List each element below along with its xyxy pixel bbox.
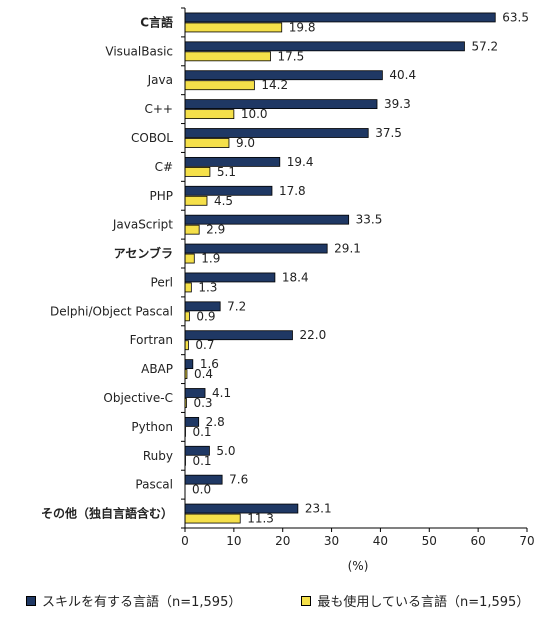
legend-swatch-skill	[26, 595, 36, 606]
bar-most-used	[184, 166, 211, 177]
value-label-skill: 22.0	[299, 328, 326, 342]
value-label-skill: 29.1	[334, 242, 361, 256]
value-label-most-used: 0.3	[193, 396, 212, 410]
value-label-skill: 40.4	[389, 68, 416, 82]
category-label: Ruby	[143, 449, 173, 463]
legend-item-most-used: 最も使用している言語（n=1,595）	[301, 591, 529, 610]
legend-label-most-used: 最も使用している言語（n=1,595）	[317, 595, 530, 610]
value-label-skill: 37.5	[375, 126, 402, 140]
value-label-skill: 1.6	[200, 357, 219, 371]
x-tick-label: 10	[226, 534, 241, 548]
value-labels: 63.5 19.8 57.2 17.5 40.4 14.2 39.3 10.0 37.5 9.0 1…	[192, 10, 529, 525]
value-label-skill: 5.0	[216, 444, 235, 458]
value-label-most-used: 4.5	[214, 194, 233, 208]
bar-most-used	[184, 109, 235, 120]
value-label-skill: 17.8	[279, 184, 306, 198]
value-label-skill: 39.3	[384, 97, 411, 111]
value-label-most-used: 10.0	[241, 107, 268, 121]
x-tick-label: 40	[373, 534, 388, 548]
value-label-most-used: 5.1	[217, 165, 236, 179]
category-label: COBOL	[131, 131, 173, 145]
bar-skill	[184, 503, 299, 514]
category-label: ABAP	[141, 362, 173, 376]
value-label-most-used: 19.8	[289, 20, 316, 34]
category-label: Delphi/Object Pascal	[50, 304, 173, 318]
value-label-most-used: 11.3	[247, 512, 274, 526]
value-label-most-used: 0.9	[196, 309, 215, 323]
value-label-most-used: 9.0	[236, 136, 255, 150]
category-label: PHP	[150, 189, 174, 203]
bar-most-used	[184, 224, 200, 235]
value-label-skill: 19.4	[287, 155, 314, 169]
value-label-most-used: 0.0	[192, 483, 211, 497]
value-label-skill: 57.2	[471, 39, 498, 53]
value-label-most-used: 0.1	[192, 425, 211, 439]
category-label: C言語	[140, 14, 173, 29]
legend: スキルを有する言語（n=1,595） 最も使用している言語（n=1,595）	[26, 591, 529, 610]
bar-most-used	[184, 51, 271, 62]
x-tick-label: 0	[181, 534, 189, 548]
axes: 0 10 20 30 40 50 60 70	[181, 7, 535, 548]
category-label: Pascal	[135, 478, 173, 492]
category-label: VisualBasic	[105, 44, 173, 58]
legend-item-skill: スキルを有する言語（n=1,595）	[26, 591, 241, 610]
value-label-skill: 33.5	[356, 213, 383, 227]
legend-swatch-most-used	[301, 595, 312, 606]
value-label-most-used: 0.1	[192, 454, 211, 468]
category-label: Java	[147, 73, 173, 87]
x-tick-label: 50	[422, 534, 437, 548]
x-tick-label: 20	[275, 534, 290, 548]
value-label-skill: 63.5	[502, 10, 529, 24]
bars	[184, 12, 496, 524]
x-tick-label: 60	[471, 534, 486, 548]
category-label: Python	[131, 420, 173, 434]
category-label: Objective-C	[103, 391, 173, 405]
value-label-most-used: 1.3	[198, 280, 217, 294]
x-tick-label: 70	[519, 534, 534, 548]
category-label: その他（独自言語含む）	[41, 506, 173, 521]
value-label-skill: 18.4	[282, 270, 309, 284]
bar-most-used	[184, 282, 192, 293]
x-tick-label: 30	[324, 534, 339, 548]
value-label-most-used: 2.9	[206, 223, 225, 237]
value-label-skill: 7.6	[229, 473, 248, 487]
x-axis-label: (%)	[348, 559, 369, 573]
bar-skill	[184, 99, 378, 110]
category-label: アセンブラ	[114, 246, 173, 261]
value-label-skill: 23.1	[305, 502, 332, 516]
value-label-skill: 7.2	[227, 299, 246, 313]
bar-skill	[184, 359, 194, 370]
bar-chart: C言語 VisualBasic Java C++ COBOL C# PHP JavaScrip…	[41, 7, 535, 573]
value-label-most-used: 0.4	[194, 367, 213, 381]
value-label-most-used: 14.2	[261, 78, 288, 92]
value-label-most-used: 1.9	[201, 252, 220, 266]
bar-most-used	[184, 253, 195, 264]
category-label: Fortran	[130, 333, 173, 347]
bar-most-used	[184, 513, 241, 524]
category-label: C++	[145, 102, 174, 116]
bar-most-used	[184, 138, 230, 148]
legend-label-skill: スキルを有する言語（n=1,595）	[42, 595, 242, 610]
bar-skill	[184, 41, 465, 52]
bar-skill	[184, 12, 496, 23]
category-label: Perl	[151, 275, 173, 289]
value-label-most-used: 0.7	[195, 338, 214, 352]
bar-most-used	[184, 195, 208, 206]
bar-most-used	[184, 311, 190, 322]
value-label-most-used: 17.5	[278, 49, 305, 63]
value-label-skill: 4.1	[212, 386, 231, 400]
bar-most-used	[184, 22, 283, 33]
bar-skill	[184, 128, 369, 138]
bar-most-used	[184, 80, 255, 91]
value-label-skill: 2.8	[206, 415, 225, 429]
bar-most-used	[184, 340, 189, 351]
category-labels: C言語 VisualBasic Java C++ COBOL C# PHP JavaScrip…	[41, 14, 173, 520]
category-label: C#	[155, 160, 173, 174]
category-label: JavaScript	[112, 218, 173, 232]
